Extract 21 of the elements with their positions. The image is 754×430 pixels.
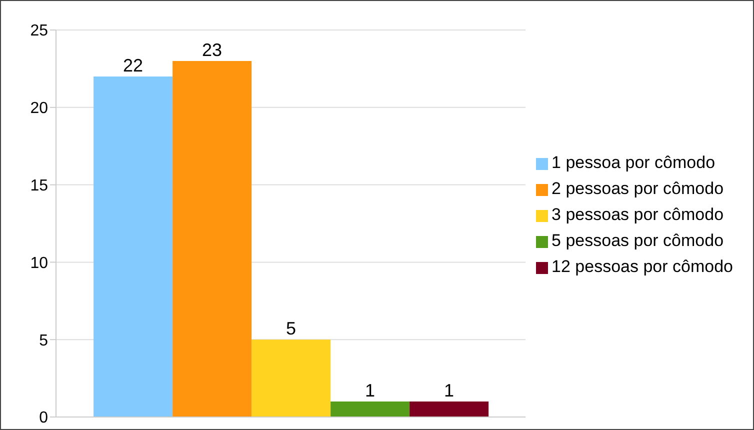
bar bbox=[94, 76, 173, 417]
legend-label: 12 pessoas por cômodo bbox=[552, 257, 733, 276]
data-label: 23 bbox=[202, 40, 222, 60]
legend-label: 1 pessoa por cômodo bbox=[552, 153, 716, 172]
y-tick-label: 15 bbox=[30, 177, 48, 194]
legend-label: 5 pessoas por cômodo bbox=[552, 231, 724, 250]
data-label: 1 bbox=[444, 380, 454, 401]
y-tick-label: 10 bbox=[30, 254, 48, 272]
bar bbox=[330, 402, 410, 417]
data-label: 22 bbox=[123, 55, 144, 76]
bar bbox=[252, 340, 331, 417]
data-label: 5 bbox=[286, 318, 296, 339]
y-tick-label: 25 bbox=[30, 22, 48, 40]
y-tick-label: 20 bbox=[30, 100, 48, 118]
y-tick-label: 5 bbox=[39, 332, 48, 350]
y-tick-label: 0 bbox=[39, 410, 48, 427]
bar bbox=[410, 402, 489, 417]
legend-label: 2 pessoas por cômodo bbox=[552, 179, 724, 198]
data-label: 1 bbox=[365, 380, 376, 401]
bar bbox=[172, 60, 252, 417]
legend-label: 3 pessoas por cômodo bbox=[552, 205, 724, 224]
